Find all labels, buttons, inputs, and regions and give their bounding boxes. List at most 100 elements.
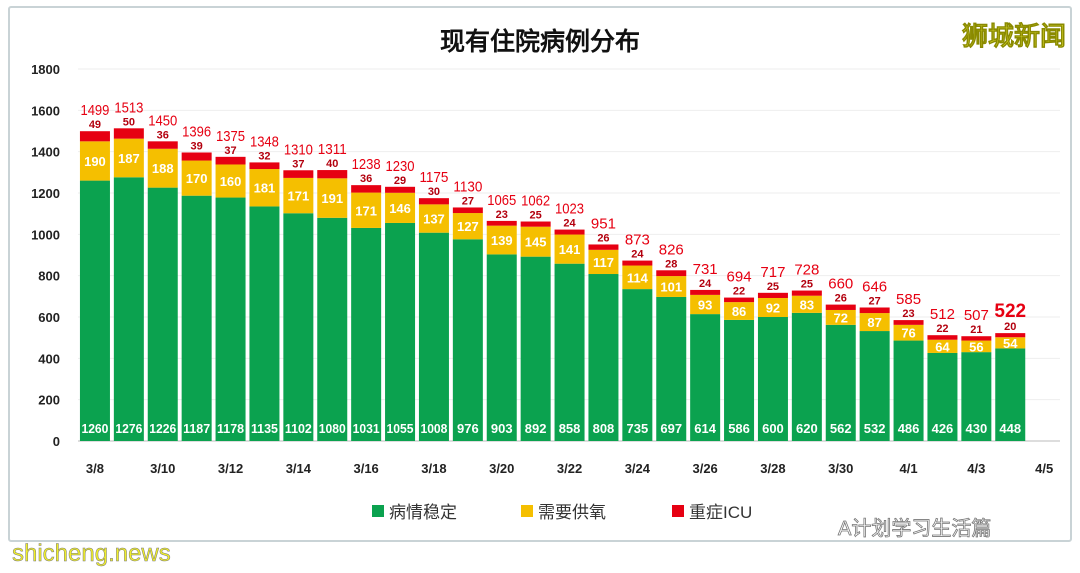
bar-segment-icu — [927, 335, 958, 340]
data-label: 27 — [869, 295, 881, 307]
bar-segment-oxygen — [690, 294, 721, 315]
total-label: 826 — [659, 241, 684, 258]
bar-segment-icu — [249, 162, 280, 170]
x-tick-label: 3/14 — [286, 461, 312, 476]
legend-swatch — [372, 504, 384, 517]
data-label: 697 — [660, 421, 682, 436]
data-label: 1226 — [149, 421, 176, 436]
y-tick-label: 200 — [38, 393, 60, 408]
bar-segment-oxygen — [724, 302, 755, 320]
y-tick-label: 400 — [38, 351, 60, 366]
data-label: 430 — [965, 421, 987, 436]
bar-segment-oxygen — [757, 297, 788, 317]
data-label: 1102 — [285, 421, 312, 436]
data-label: 22 — [733, 286, 745, 298]
legend-swatch — [521, 504, 533, 517]
data-label: 49 — [89, 119, 101, 131]
legend-item-oxygen: 需要供氧 — [521, 498, 606, 523]
x-tick-label: 3/18 — [421, 461, 446, 476]
bar-segment-oxygen — [554, 234, 585, 264]
legend-label: 重症ICU — [689, 503, 753, 522]
chart-frame — [8, 6, 1072, 542]
bar-segment-oxygen — [995, 337, 1026, 349]
total-label: 1310 — [284, 141, 313, 158]
total-label: 1348 — [250, 133, 279, 150]
bar-segment-oxygen — [825, 309, 856, 325]
total-label: 1450 — [148, 112, 177, 129]
total-label: 585 — [896, 291, 921, 308]
data-label: 23 — [496, 209, 508, 221]
data-label: 448 — [999, 421, 1021, 436]
data-label: 25 — [801, 279, 813, 291]
data-label: 87 — [867, 315, 881, 330]
bar-segment-stable — [995, 348, 1026, 441]
bar-segment-stable — [385, 222, 416, 441]
data-label: 620 — [796, 421, 818, 436]
bar-segment-stable — [418, 232, 449, 441]
bar-segment-icu — [554, 229, 585, 235]
data-label: 83 — [800, 297, 814, 312]
bar-segment-stable — [351, 227, 382, 441]
data-label: 146 — [389, 201, 411, 216]
bar-segment-oxygen — [113, 138, 144, 178]
bar-segment-stable — [283, 213, 314, 441]
x-tick-label: 3/12 — [218, 461, 243, 476]
legend-swatch — [672, 504, 684, 517]
total-label: 951 — [591, 215, 616, 232]
data-label: 40 — [326, 158, 338, 170]
data-label: 600 — [762, 421, 784, 436]
data-label: 29 — [394, 175, 406, 187]
data-label: 1276 — [115, 421, 142, 436]
y-tick-label: 1600 — [31, 103, 60, 118]
total-label: 731 — [693, 261, 718, 278]
bar-segment-oxygen — [656, 276, 687, 297]
data-label: 86 — [732, 304, 746, 319]
bar-segment-icu — [791, 290, 822, 296]
bar-segment-stable — [690, 314, 721, 441]
x-tick-label: 3/26 — [692, 461, 717, 476]
bar-segment-icu — [588, 244, 619, 250]
data-label: 188 — [152, 161, 174, 176]
x-tick-label: 3/28 — [760, 461, 785, 476]
data-label: 562 — [830, 421, 852, 436]
data-label: 1080 — [319, 421, 346, 436]
data-label: 892 — [525, 421, 547, 436]
data-label: 160 — [220, 174, 242, 189]
bar-segment-oxygen — [927, 339, 958, 353]
x-tick-label: 3/8 — [86, 461, 104, 476]
bar-segment-icu — [622, 260, 653, 266]
chart-title: 现有住院病例分布 — [439, 28, 640, 56]
data-label: 614 — [694, 421, 716, 436]
bar-segment-icu — [147, 141, 178, 149]
data-label: 139 — [491, 233, 513, 248]
total-label: 717 — [760, 264, 785, 281]
total-label: 873 — [625, 232, 650, 249]
bar-segment-stable — [757, 317, 788, 441]
data-label: 976 — [457, 421, 479, 436]
bar-segment-oxygen — [283, 177, 314, 214]
bar-segment-icu — [825, 304, 856, 310]
data-label: 1008 — [420, 421, 447, 436]
bar-segment-stable — [317, 217, 348, 441]
bar-segment-oxygen — [351, 192, 382, 228]
data-label: 127 — [457, 219, 479, 234]
data-label: 30 — [428, 186, 440, 198]
data-label: 36 — [157, 129, 169, 141]
data-label: 171 — [287, 189, 309, 204]
legend-item-stable: 病情稳定 — [372, 498, 457, 523]
bar-segment-oxygen — [79, 141, 110, 181]
data-label: 26 — [597, 232, 609, 244]
bar-segment-stable — [181, 195, 212, 441]
y-tick-label: 1800 — [31, 62, 60, 77]
y-tick-label: 1000 — [31, 227, 60, 242]
brand-logo: 狮城新闻 — [961, 21, 1067, 52]
data-label: 137 — [423, 212, 445, 227]
bar-segment-icu — [418, 198, 449, 205]
data-label: 93 — [698, 297, 712, 312]
bar-segment-icu — [893, 320, 924, 325]
bar-segment-oxygen — [622, 265, 653, 290]
bar-segment-oxygen — [961, 340, 992, 353]
bar-segment-stable — [622, 289, 653, 441]
total-label: 1396 — [182, 123, 211, 140]
total-label: 1065 — [487, 192, 516, 209]
